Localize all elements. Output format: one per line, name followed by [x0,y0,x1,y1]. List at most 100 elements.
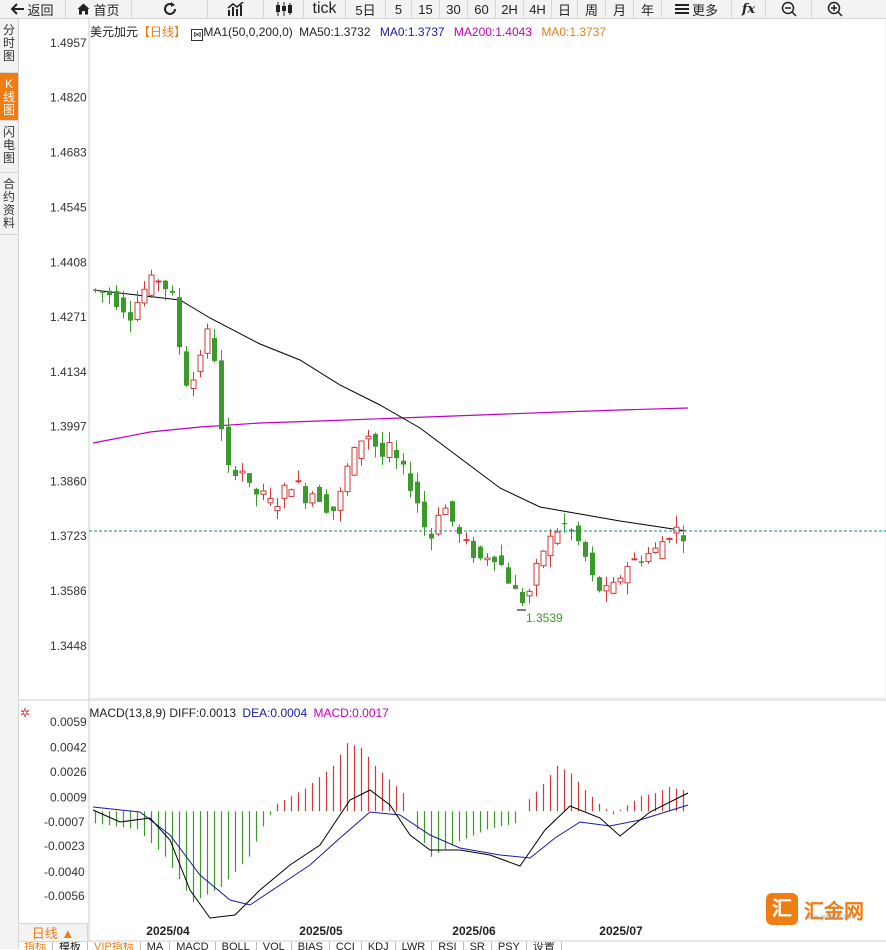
candlestick-icon [275,2,292,16]
macd-tick-label: 0.0009 [50,791,87,805]
tab-boll[interactable]: BOLL [216,942,257,950]
candle-body-up [274,505,281,512]
zoom-out-button[interactable] [766,0,812,18]
tab-ma[interactable]: MA [141,942,171,950]
watermark-text: 汇金网 [804,900,864,923]
candle-body-up [281,484,288,499]
candle-body-down [513,585,518,589]
watermark-url: www.gold678.com [806,915,855,921]
candle-body-down [170,290,175,293]
price-tick-label: 1.4820 [50,91,87,105]
candle-body-up [260,490,267,495]
candle-body-up [484,557,491,561]
formula-button[interactable]: fx [732,0,766,18]
watermark-logo: 汇 [766,893,798,925]
price-tick-label: 1.4271 [50,310,87,324]
candle-body-up [134,302,141,320]
candle-body-down [254,488,259,495]
candle-body-down [506,567,511,584]
tab-vol[interactable]: VOL [257,942,292,950]
tab-kdj[interactable]: KDJ [362,942,396,950]
candle-body-up [673,526,680,534]
x-tick-label: 2025/05 [299,924,343,938]
period-4h[interactable]: 4H [524,0,552,18]
candle-body-down [93,289,98,291]
candle-body-down [212,338,217,361]
tab-psy[interactable]: PSY [492,942,527,950]
back-button[interactable]: 返回 [0,0,66,18]
tab-rsi[interactable]: RSI [432,942,464,950]
period-tick[interactable]: tick [304,0,346,18]
period-60min[interactable]: 60 [468,0,496,18]
tab-settings[interactable]: 设置 [527,942,562,950]
ma200-line [92,407,689,444]
macd-tick-label: 0.0042 [50,741,87,755]
candle-body-down [576,525,581,542]
candle-body-up [631,558,638,561]
sidebar-item-timeshare[interactable]: 分时图 [0,19,18,73]
macd-legend: ✲ MACD(13,8,9) DIFF:0.0013 DEA:0.0004 MA… [20,706,389,720]
macd-tick-label: -0.0007 [44,815,85,829]
macd-settings-icon[interactable]: ✲ [20,706,31,720]
period-day[interactable]: 日 [552,0,578,18]
tab-indicator[interactable]: 指标 [18,942,53,950]
period-5day[interactable]: 5日 [346,0,386,18]
line-chart-button[interactable] [208,0,264,18]
tab-macd[interactable]: MACD [170,942,216,950]
candle-body-down [492,556,497,563]
formula-icon: fx [741,1,756,17]
candle-body-down [450,501,455,522]
indicator-icon[interactable]: ⋈ [191,29,204,41]
symbol-name: 美元加元 [90,25,139,39]
candle-body-down [401,460,406,465]
sidebar-item-label: 合约资料 [3,177,16,230]
price-tick-label: 1.3723 [50,529,87,543]
price-panel-frame [88,17,886,699]
candle-body-down [324,494,329,513]
sidebar-item-flash[interactable]: 闪电图 [0,121,18,173]
candle-body-down [478,546,483,559]
tab-lwr[interactable]: LWR [396,942,433,950]
macd-tick-label: 0.0059 [50,715,87,729]
period-year[interactable]: 年 [634,0,662,18]
candlestick-button[interactable] [264,0,304,18]
period-2h[interactable]: 2H [496,0,524,18]
tab-bias[interactable]: BIAS [292,942,330,950]
candle-body-up [435,514,442,535]
candle-body-down [422,501,427,528]
candle-body-up [610,581,617,594]
price-tick-label: 1.4545 [50,201,87,215]
period-month[interactable]: 月 [606,0,634,18]
candle-body-down [415,481,420,504]
sidebar-item-label: 分时图 [3,23,16,63]
sidebar-item-contract-info[interactable]: 合约资料 [0,173,18,235]
period-week[interactable]: 周 [578,0,606,18]
zoom-in-button[interactable] [812,0,858,18]
ma0-value-2: MA0:1.3737 [541,25,607,39]
tab-template[interactable]: 模板 [53,942,88,950]
candle-body-up [463,539,470,542]
more-button[interactable]: 更多 [662,0,732,18]
tab-sr[interactable]: SR [464,942,492,950]
sidebar-item-kline[interactable]: K线图 [0,73,18,121]
candle-body-down [121,297,126,313]
home-icon [77,3,90,15]
ma50-line [92,289,687,532]
candle-body-up [148,274,155,296]
period-15min[interactable]: 15 [412,0,440,18]
tab-vip[interactable]: VIP指标 [88,942,141,950]
candle-body-down [219,360,224,430]
low-price-label: 1.3539 [526,611,563,625]
period-selector[interactable]: 日线 ▲ [18,923,88,942]
tab-cci[interactable]: CCI [330,942,362,950]
diff-line [92,789,689,919]
refresh-icon [163,2,176,15]
candle-body-up [603,585,610,592]
period-5min[interactable]: 5 [386,0,412,18]
period-30min[interactable]: 30 [440,0,468,18]
macd-tick-label: 0.0026 [50,765,87,779]
refresh-button[interactable] [132,0,208,18]
home-button[interactable]: 首页 [66,0,132,18]
candle-body-down [373,433,378,447]
